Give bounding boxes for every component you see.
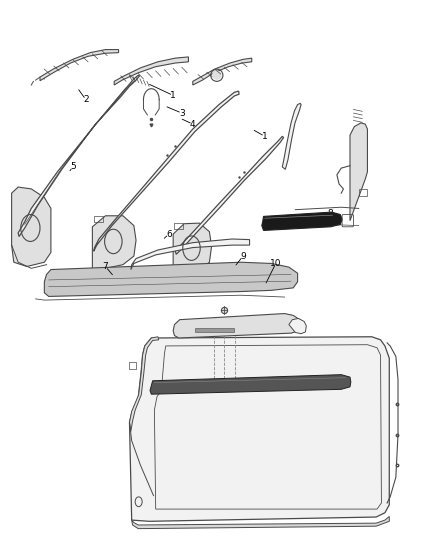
Polygon shape	[175, 136, 284, 254]
Polygon shape	[18, 75, 140, 237]
Polygon shape	[60, 277, 84, 295]
Text: 1: 1	[170, 91, 176, 100]
Polygon shape	[12, 187, 51, 266]
Ellipse shape	[212, 71, 222, 80]
Polygon shape	[44, 262, 297, 296]
Text: 8: 8	[328, 209, 333, 218]
Polygon shape	[150, 375, 351, 394]
Text: 1: 1	[262, 132, 268, 141]
Polygon shape	[130, 337, 159, 432]
Text: 2: 2	[83, 95, 88, 104]
Polygon shape	[350, 123, 367, 221]
Polygon shape	[114, 57, 188, 85]
Polygon shape	[40, 50, 119, 80]
Text: 6: 6	[166, 230, 172, 239]
Polygon shape	[94, 91, 239, 251]
Polygon shape	[217, 274, 241, 292]
Polygon shape	[177, 275, 201, 293]
Polygon shape	[99, 276, 123, 294]
Polygon shape	[132, 516, 389, 529]
Polygon shape	[262, 212, 342, 230]
Text: 9: 9	[240, 252, 246, 261]
Polygon shape	[193, 58, 252, 85]
Bar	[359, 189, 367, 196]
Polygon shape	[283, 103, 301, 169]
Bar	[195, 328, 234, 332]
Polygon shape	[289, 318, 306, 334]
Polygon shape	[130, 337, 389, 521]
Bar	[94, 216, 103, 222]
Text: 4: 4	[190, 119, 196, 128]
Text: 3: 3	[179, 109, 185, 118]
Polygon shape	[173, 313, 301, 338]
Polygon shape	[92, 216, 136, 270]
Text: 5: 5	[70, 163, 76, 172]
Polygon shape	[138, 276, 162, 293]
Bar	[130, 362, 137, 368]
Polygon shape	[131, 239, 250, 270]
Polygon shape	[173, 223, 212, 274]
Text: 10: 10	[270, 259, 282, 268]
Bar	[174, 223, 183, 229]
Text: 7: 7	[102, 262, 108, 271]
